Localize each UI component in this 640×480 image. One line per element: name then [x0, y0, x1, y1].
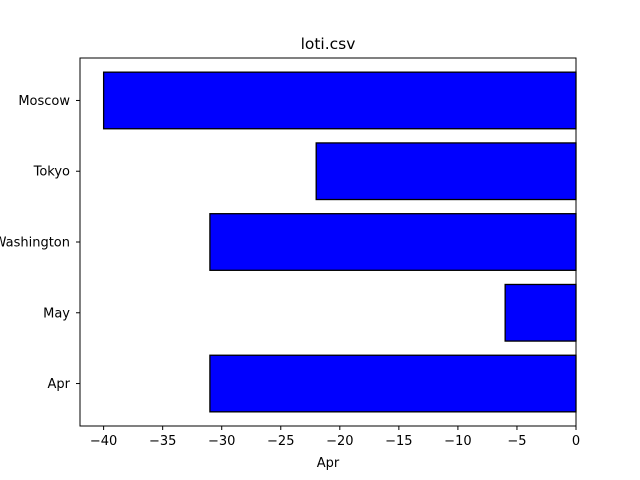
x-axis-label: Apr — [317, 456, 340, 471]
chart-title: loti.csv — [301, 35, 356, 53]
x-tick-label: −5 — [507, 434, 526, 449]
x-tick-label: −30 — [208, 434, 235, 449]
plot-frame — [79, 57, 577, 427]
y-tick-label: Moscow — [18, 94, 70, 109]
x-tick-label: −25 — [267, 434, 294, 449]
y-tick-label: Tokyo — [33, 165, 70, 180]
bars-group — [102, 71, 577, 413]
x-tick-label: −10 — [444, 434, 471, 449]
y-tick-label: Washington — [0, 236, 70, 251]
bar-may — [504, 283, 577, 342]
x-tick-label: −40 — [90, 434, 117, 449]
x-tick-label: −35 — [149, 434, 176, 449]
y-axis: Apr May Washington Tokyo Moscow — [0, 94, 80, 392]
y-tick-label: May — [43, 306, 70, 321]
y-tick-label: Apr — [48, 377, 71, 392]
x-tick-label: 0 — [572, 434, 580, 449]
x-tick-label: −15 — [385, 434, 412, 449]
bar-washington — [209, 213, 577, 271]
bar-apr — [209, 354, 577, 413]
x-tick-label: −20 — [326, 434, 353, 449]
x-axis: −40 −35 −30 −25 −20 −15 −10 −5 0 — [90, 426, 580, 449]
bar-moscow — [102, 71, 577, 130]
bar-tokyo — [315, 142, 577, 201]
